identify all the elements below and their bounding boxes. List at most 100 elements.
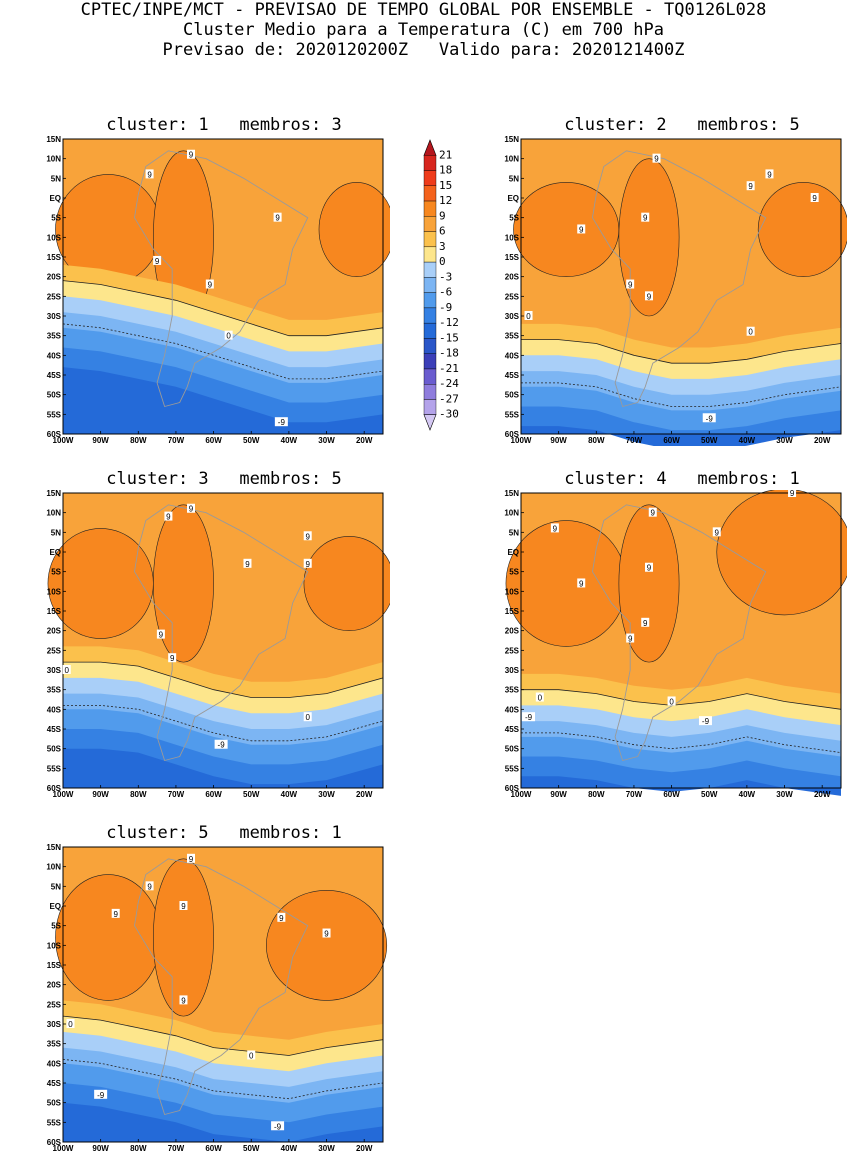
legend-swatch [423, 368, 437, 385]
contour-0 [62, 280, 384, 337]
lon-tick-label: 20W [814, 436, 831, 445]
contour-label: 9 [579, 225, 584, 234]
warm-region-9 [55, 874, 162, 1001]
coastline-south-america [134, 504, 309, 762]
contour-label-box [205, 279, 214, 289]
contour-label-box [522, 712, 536, 722]
contour-label-box [214, 739, 228, 749]
lat-tick-label: 15S [47, 961, 62, 970]
contour-label-box [111, 908, 120, 918]
legend-swatch [423, 384, 437, 400]
lat-tick-label: 55S [47, 1118, 62, 1127]
contour-label-box [577, 578, 586, 588]
contour-label: 9 [812, 194, 817, 203]
lat-tick-label: EQ [507, 548, 519, 557]
legend-level-label: -24 [439, 377, 459, 390]
lat-tick-label: 5S [51, 922, 61, 931]
lat-tick-label: 50S [47, 1099, 62, 1108]
lat-tick-label: 25S [505, 292, 520, 301]
legend-level-label: -15 [439, 331, 459, 344]
lat-tick-label: 5S [51, 214, 61, 223]
legend-level-label: 6 [439, 225, 446, 238]
map-frame [520, 492, 842, 789]
lat-tick-label: 15S [505, 253, 520, 262]
contour-label: 9 [208, 281, 213, 290]
contour-label: -9 [525, 713, 533, 722]
lon-tick-label: 20W [356, 436, 373, 445]
contour-label: 9 [189, 151, 194, 160]
lat-tick-label: 20S [505, 273, 520, 282]
lat-tick-label: 45S [505, 371, 520, 380]
contour-label: 9 [189, 505, 194, 514]
lat-tick-label: 20S [505, 627, 520, 636]
lon-tick-label: 90W [92, 1144, 109, 1153]
lat-tick-label: 5N [509, 174, 519, 183]
map-frame [62, 846, 384, 1143]
warm-region-9 [47, 528, 154, 639]
legend-level-label: -3 [439, 270, 452, 283]
contour-label-box [524, 311, 533, 320]
lat-tick-label: 5S [51, 568, 61, 577]
contour-label-box [645, 562, 653, 572]
lat-tick-label: 55S [47, 410, 62, 419]
contour-label: 9 [113, 910, 118, 919]
lat-tick-label: 15N [504, 136, 519, 144]
lat-tick-label: 5S [509, 214, 519, 223]
contour-label: 9 [245, 560, 250, 569]
map-panel-1: 15N 10N 5N EQ 5S 10S 15S 20S 25S 30S 35S 40S 45S 50S 5… [30, 135, 395, 450]
lon-tick-label: 50W [701, 436, 718, 445]
map-panel-5: 15N 10N 5N EQ 5S 10S 15S 20S 25S 30S 35S 40S 45S 50S 5… [30, 843, 390, 1158]
contour-minus9 [521, 732, 842, 753]
legend-level-label: 18 [439, 164, 452, 177]
contour-label: -9 [702, 717, 710, 726]
contour-label: 9 [279, 914, 284, 923]
contour-label: 9 [155, 257, 160, 266]
lat-tick-label: 30S [47, 312, 62, 321]
contour-label: -9 [274, 1122, 282, 1131]
lat-tick-label: 60S [47, 784, 62, 793]
contour-label-box [164, 511, 173, 521]
legend-swatch [423, 338, 437, 354]
contour-label-box [303, 558, 312, 568]
coastline-south-america [134, 150, 309, 408]
lat-tick-label: 35S [47, 1040, 62, 1049]
coastline-south-america [134, 858, 309, 1116]
contour-label: 0 [526, 312, 531, 321]
band-minus15to-12 [63, 1102, 383, 1142]
warm-region-9 [757, 181, 847, 277]
contour-label-box [746, 326, 755, 336]
contour-label-box [322, 928, 331, 938]
contour-label: 9 [651, 509, 656, 518]
contour-label-box [179, 995, 188, 1005]
lat-tick-label: 30S [505, 312, 520, 321]
contour-label-box [303, 712, 312, 722]
contour-label-box [746, 181, 755, 191]
legend-swatch [423, 216, 437, 232]
contour-label-box [187, 503, 195, 513]
lat-tick-label: EQ [507, 194, 519, 203]
lat-tick-label: 45S [505, 725, 520, 734]
lat-tick-label: 30S [505, 666, 520, 675]
lat-tick-label: 60S [47, 1138, 62, 1147]
lat-tick-label: 60S [47, 430, 62, 439]
legend-level-label: 21 [439, 148, 452, 161]
contour-label: 0 [748, 328, 753, 337]
lon-tick-label: 60W [663, 436, 680, 445]
panel-3-title: cluster: 3 membros: 5 [106, 469, 342, 489]
lat-tick-label: 40S [47, 705, 62, 714]
contour-label-box [712, 527, 721, 537]
lat-tick-label: 35S [505, 686, 520, 695]
warm-region-9 [303, 535, 395, 631]
contour-label-box [273, 212, 282, 222]
legend-level-label: -30 [439, 408, 459, 421]
contour-label: 9 [647, 292, 652, 301]
lat-tick-label: 30S [47, 1020, 62, 1029]
warm-region-9 [265, 889, 388, 1001]
legend-swatch [423, 231, 437, 248]
lat-tick-label: 35S [505, 332, 520, 341]
warm-region-9 [153, 858, 214, 1017]
lon-tick-label: 20W [356, 1144, 373, 1153]
panel-1-title: cluster: 1 membros: 3 [106, 115, 342, 135]
band-minus15to-12 [63, 748, 383, 788]
lat-tick-label: EQ [49, 194, 61, 203]
